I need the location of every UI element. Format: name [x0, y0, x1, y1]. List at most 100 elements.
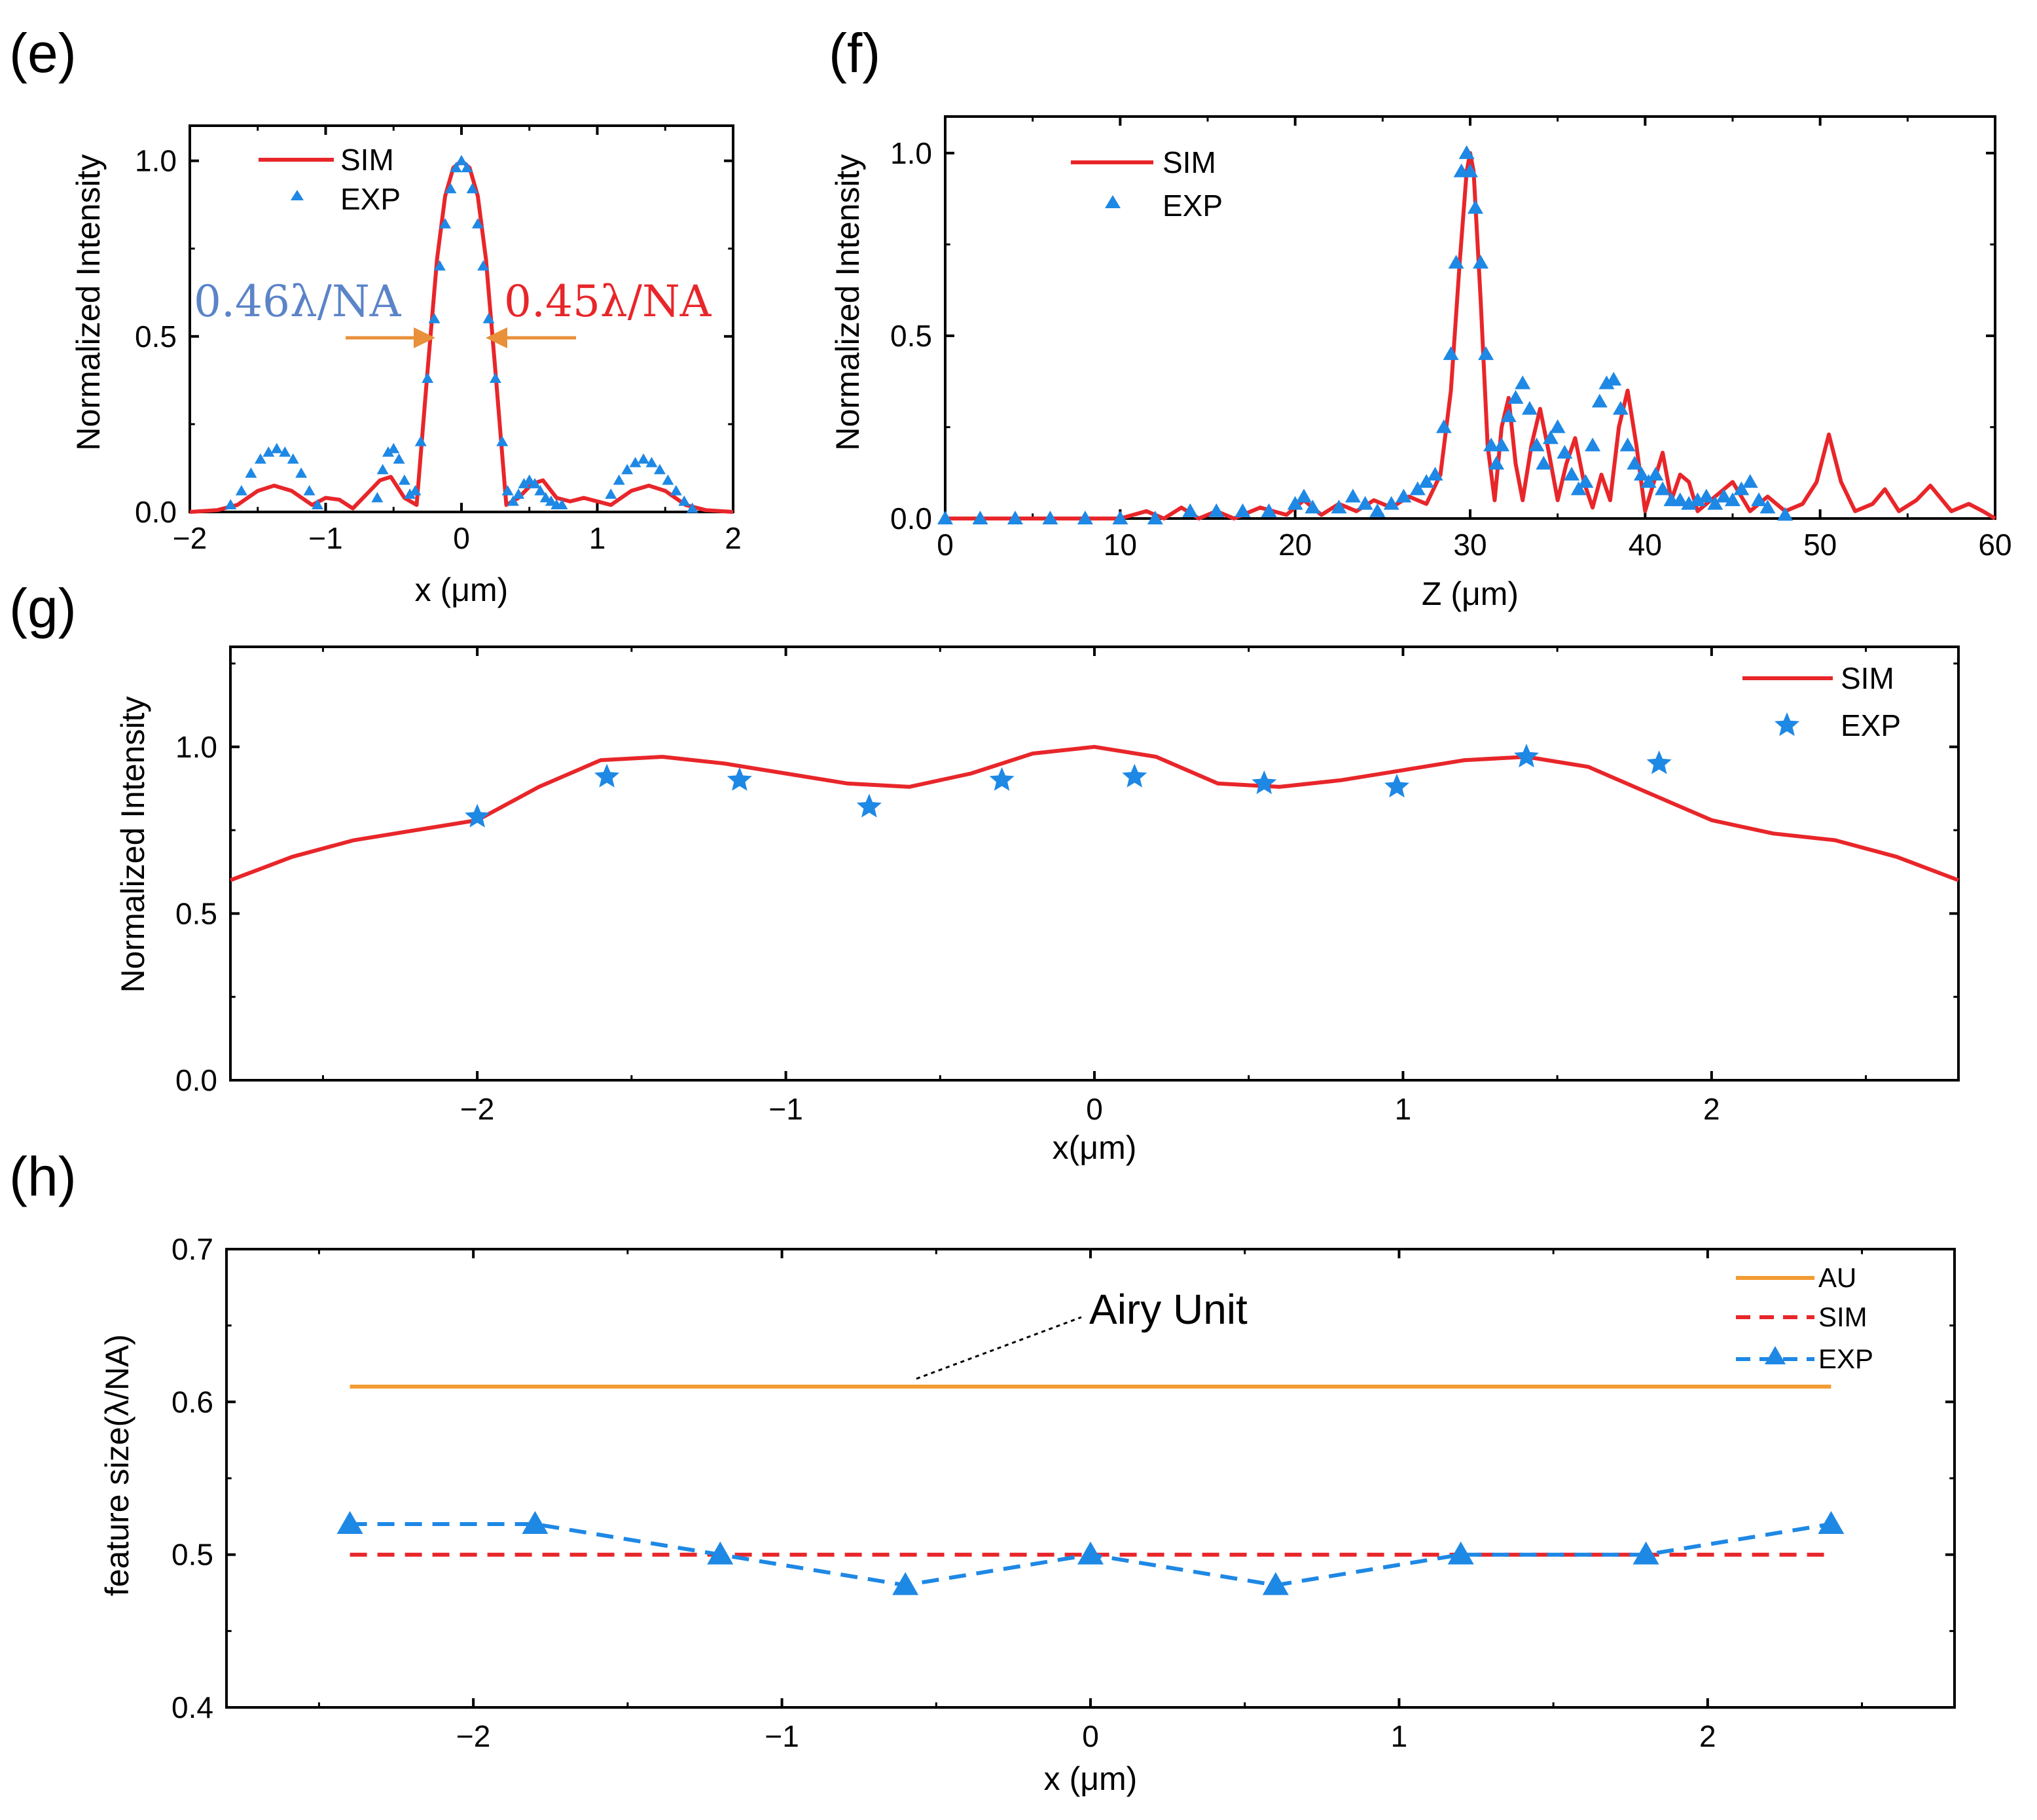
f-series-exp-point	[1598, 375, 1615, 390]
e-series-exp-point	[245, 467, 257, 478]
e-series-exp-point	[303, 484, 315, 496]
h-ytick-label: 0.7	[171, 1232, 213, 1266]
e-series-exp-point	[496, 435, 509, 446]
f-series-exp-point	[1042, 511, 1058, 524]
e-series-exp-point	[534, 484, 547, 496]
f-x-axis-title: Z (μm)	[1422, 575, 1519, 612]
e-left-arrowhead-icon	[414, 327, 435, 348]
h-y-axis-title: feature size(λ/NA)	[99, 1334, 135, 1596]
series-h	[336, 1385, 1845, 1595]
e-series-exp-point	[545, 495, 557, 506]
e-series-exp-point	[482, 313, 495, 323]
h-xtick-label: 0	[1082, 1719, 1099, 1753]
plot-frame-g	[229, 646, 1960, 1082]
g-series-exp-point	[594, 763, 620, 788]
e-series-exp-point	[686, 502, 698, 513]
f-xtick-label: 30	[1453, 528, 1487, 562]
e-ytick-label: 1.0	[135, 144, 177, 178]
e-series-exp-point	[444, 183, 457, 194]
series-g	[229, 744, 1960, 883]
g-ytick-label: 0.0	[175, 1063, 217, 1097]
g-y-axis-title: Normalized Intensity	[115, 697, 151, 993]
f-series-exp-point	[1707, 496, 1723, 510]
f-series-exp-point	[1689, 492, 1706, 507]
e-series-exp-point	[529, 478, 541, 488]
f-series-exp-point	[1648, 467, 1664, 481]
h-ytick-label: 0.6	[171, 1385, 213, 1419]
e-series-exp-point	[371, 492, 384, 503]
e-y-axis-title: Normalized Intensity	[70, 155, 107, 451]
f-series-exp-point	[1528, 437, 1545, 452]
e-series-exp-point	[439, 218, 452, 228]
e-series-exp-point	[501, 484, 514, 496]
g-legend-exp-swatch	[1775, 712, 1799, 737]
f-series-sim-line	[945, 151, 1996, 520]
h-legend-au-label: AU	[1818, 1262, 1856, 1293]
f-series-exp-point	[1483, 437, 1500, 452]
f-series-exp-point	[1672, 492, 1688, 507]
e-series-exp-point	[398, 474, 410, 485]
f-series-exp-point	[1507, 390, 1524, 404]
e-series-exp-point	[461, 162, 473, 173]
f-series-exp-point	[1147, 511, 1163, 524]
f-series-exp-point	[1287, 496, 1303, 510]
panel-h: (h) −2 −1 0 1 2 0.4 0.5 0.6 0.7 x (μm) f…	[9, 1146, 1956, 1797]
f-series-exp-point	[1468, 200, 1484, 214]
e-series-exp-point	[523, 474, 535, 485]
e-series-exp-point	[471, 218, 484, 228]
f-series-exp-point	[1305, 500, 1321, 514]
panel-label-e: (e)	[9, 22, 77, 84]
e-series-exp-point	[279, 446, 291, 457]
e-series-exp-point	[456, 155, 467, 166]
series-f	[937, 145, 1996, 524]
f-series-exp-point	[1077, 511, 1093, 524]
g-series-exp-point	[1646, 750, 1672, 774]
g-series-exp-point	[1384, 773, 1409, 798]
f-series-exp-point	[1655, 481, 1671, 496]
f-series-exp-point	[972, 511, 988, 524]
f-series-exp-point	[1521, 401, 1538, 415]
h-series-exp-point	[336, 1511, 363, 1534]
f-series-exp-point	[1564, 467, 1580, 481]
e-series-exp-point	[428, 313, 441, 323]
e-series-exp-point	[678, 495, 691, 506]
f-series-exp-point	[1112, 511, 1128, 524]
f-series-exp-point	[1570, 481, 1587, 496]
e-series-exp-point	[404, 488, 416, 499]
h-legend-sim-label: SIM	[1818, 1301, 1867, 1332]
f-series-exp-point	[1296, 488, 1312, 503]
panel-g: (g) −2 −1 0 1 2 0.0 0.5 1.0 x(μm) Normal…	[9, 577, 1960, 1166]
f-series-exp-point	[1007, 511, 1023, 524]
e-xtick-label: 2	[725, 521, 742, 555]
h-series-exp-point	[1818, 1511, 1845, 1534]
f-series-exp-point	[1418, 474, 1435, 488]
e-legend-exp-swatch	[291, 190, 304, 200]
g-series-exp-point	[1122, 763, 1147, 788]
g-legend-exp-label: EXP	[1841, 708, 1901, 742]
e-series-exp-point	[629, 456, 641, 467]
f-series-exp-point	[1627, 456, 1643, 470]
g-series-exp-point	[465, 803, 490, 828]
f-series-exp-point	[1331, 500, 1347, 514]
ticks-g	[230, 647, 1958, 1082]
h-ytick-label: 0.4	[171, 1690, 213, 1724]
f-series-exp-point	[1396, 488, 1412, 503]
f-series-exp-point	[1435, 419, 1452, 433]
panel-label-f: (f)	[829, 22, 880, 84]
h-xtick-label: −1	[765, 1719, 799, 1753]
f-xtick-label: 20	[1278, 528, 1312, 562]
g-series-sim-line	[229, 744, 1960, 883]
f-legend-exp-swatch	[1105, 195, 1121, 208]
g-xtick-label: 0	[1086, 1092, 1103, 1126]
e-series-exp-point	[477, 260, 490, 271]
g-ytick-label: 0.5	[175, 896, 217, 930]
f-series-exp-point	[1759, 500, 1776, 514]
e-xtick-label: 0	[453, 521, 470, 555]
f-series-exp-point	[1633, 467, 1649, 481]
e-series-exp-point	[466, 183, 478, 194]
e-series-exp-point	[409, 484, 422, 496]
e-ytick-label: 0.0	[135, 495, 177, 529]
e-series-exp-point	[433, 260, 446, 271]
h-airy-unit-leader-line	[916, 1316, 1082, 1380]
f-series-exp-point	[1612, 401, 1629, 415]
